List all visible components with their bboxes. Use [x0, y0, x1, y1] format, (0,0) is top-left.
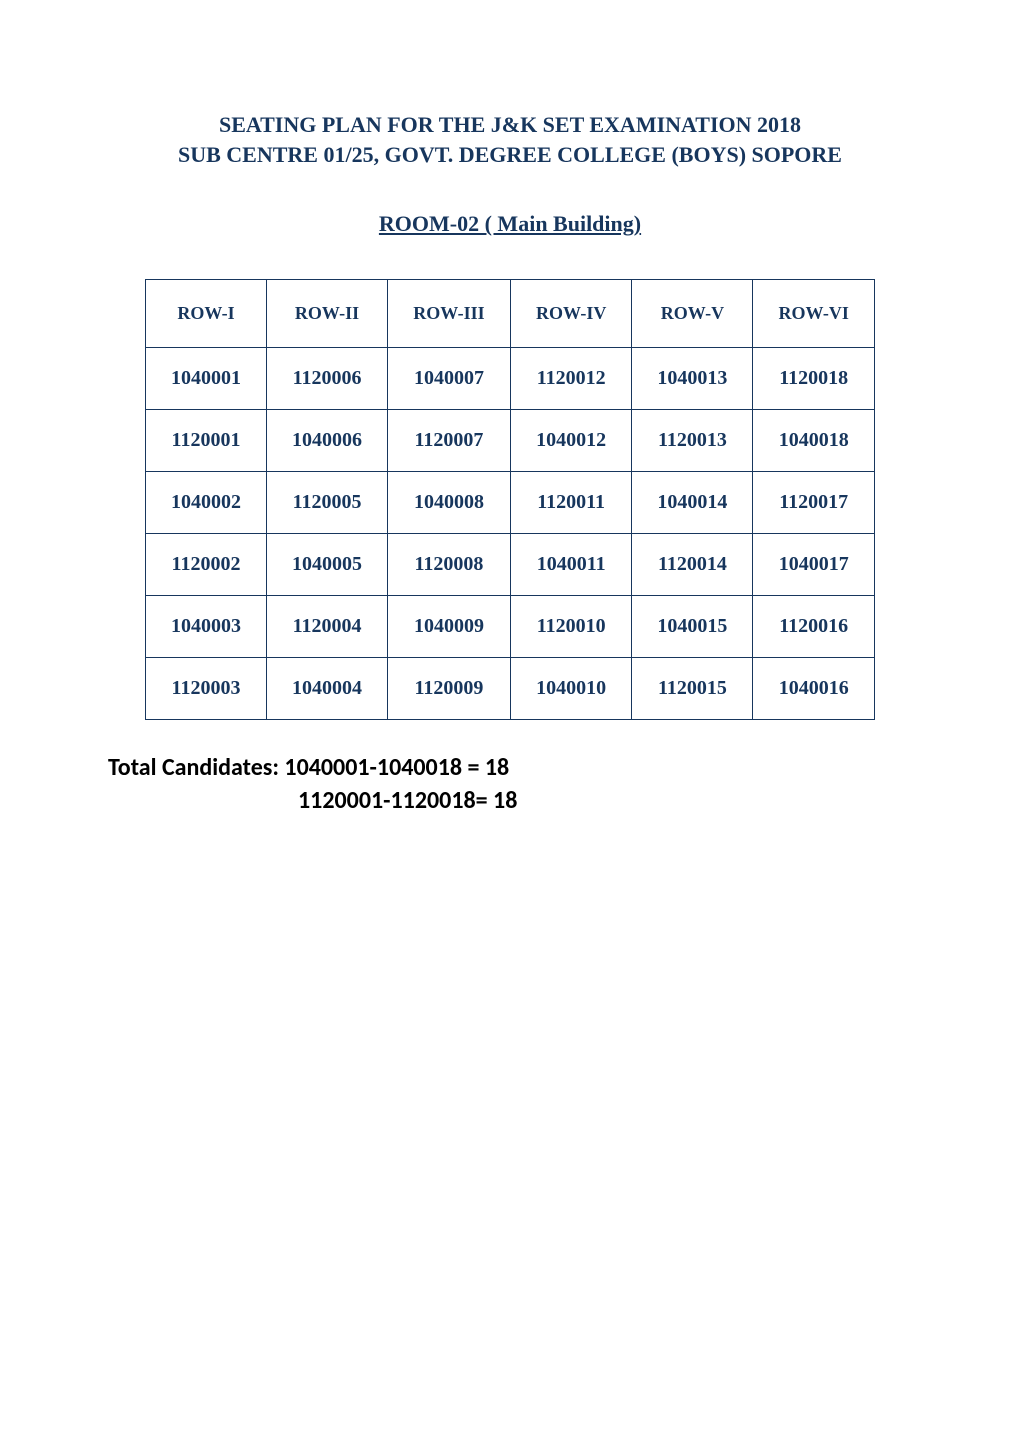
- seat-cell: 1040012: [510, 410, 632, 472]
- table-row: 1040003 1120004 1040009 1120010 1040015 …: [146, 596, 875, 658]
- seat-cell: 1040003: [146, 596, 267, 658]
- col-header: ROW-V: [632, 280, 753, 348]
- seat-cell: 1040016: [753, 658, 875, 720]
- seat-cell: 1120010: [510, 596, 632, 658]
- seat-cell: 1040007: [388, 348, 511, 410]
- col-header: ROW-II: [267, 280, 388, 348]
- seat-cell: 1040005: [267, 534, 388, 596]
- seat-cell: 1040002: [146, 472, 267, 534]
- seat-cell: 1040010: [510, 658, 632, 720]
- seat-cell: 1040006: [267, 410, 388, 472]
- totals-line1: Total Candidates: 1040001-1040018 = 18: [108, 752, 920, 784]
- totals-block: Total Candidates: 1040001-1040018 = 18 1…: [100, 752, 920, 817]
- seat-cell: 1120005: [267, 472, 388, 534]
- table-row: 1120001 1040006 1120007 1040012 1120013 …: [146, 410, 875, 472]
- seat-cell: 1120018: [753, 348, 875, 410]
- seat-cell: 1040004: [267, 658, 388, 720]
- seat-cell: 1040015: [632, 596, 753, 658]
- seat-cell: 1120003: [146, 658, 267, 720]
- table-row: 1040001 1120006 1040007 1120012 1040013 …: [146, 348, 875, 410]
- seat-cell: 1120009: [388, 658, 511, 720]
- table-row: 1120003 1040004 1120009 1040010 1120015 …: [146, 658, 875, 720]
- table-row: 1040002 1120005 1040008 1120011 1040014 …: [146, 472, 875, 534]
- totals-line2: 1120001-1120018= 18: [108, 785, 920, 817]
- col-header: ROW-IV: [510, 280, 632, 348]
- seat-cell: 1120004: [267, 596, 388, 658]
- room-heading: ROOM-02 ( Main Building): [100, 211, 920, 237]
- seat-cell: 1040014: [632, 472, 753, 534]
- seat-cell: 1040011: [510, 534, 632, 596]
- table-header-row: ROW-I ROW-II ROW-III ROW-IV ROW-V ROW-VI: [146, 280, 875, 348]
- seat-cell: 1120001: [146, 410, 267, 472]
- seat-cell: 1040009: [388, 596, 511, 658]
- seat-cell: 1120015: [632, 658, 753, 720]
- seat-cell: 1120008: [388, 534, 511, 596]
- seat-cell: 1120017: [753, 472, 875, 534]
- seat-cell: 1120013: [632, 410, 753, 472]
- seat-cell: 1040018: [753, 410, 875, 472]
- seat-cell: 1120011: [510, 472, 632, 534]
- document-page: SEATING PLAN FOR THE J&K SET EXAMINATION…: [0, 0, 1020, 1443]
- seat-cell: 1120014: [632, 534, 753, 596]
- seat-cell: 1120012: [510, 348, 632, 410]
- seat-cell: 1120016: [753, 596, 875, 658]
- seating-table: ROW-I ROW-II ROW-III ROW-IV ROW-V ROW-VI…: [145, 279, 875, 720]
- page-title-line1: SEATING PLAN FOR THE J&K SET EXAMINATION…: [100, 110, 920, 140]
- col-header: ROW-I: [146, 280, 267, 348]
- col-header: ROW-VI: [753, 280, 875, 348]
- seat-cell: 1040013: [632, 348, 753, 410]
- seat-cell: 1120002: [146, 534, 267, 596]
- seat-cell: 1040017: [753, 534, 875, 596]
- seat-cell: 1040001: [146, 348, 267, 410]
- seat-cell: 1120006: [267, 348, 388, 410]
- col-header: ROW-III: [388, 280, 511, 348]
- table-row: 1120002 1040005 1120008 1040011 1120014 …: [146, 534, 875, 596]
- page-title-line2: SUB CENTRE 01/25, GOVT. DEGREE COLLEGE (…: [100, 140, 920, 170]
- seat-cell: 1040008: [388, 472, 511, 534]
- seat-cell: 1120007: [388, 410, 511, 472]
